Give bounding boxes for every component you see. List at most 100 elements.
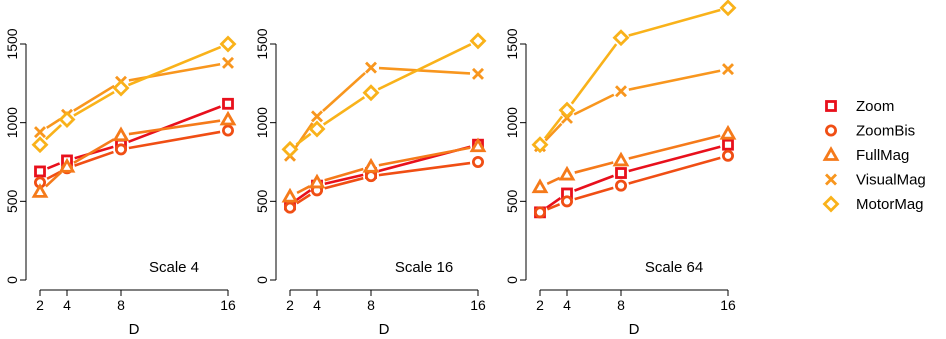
series-line-segment bbox=[46, 118, 61, 129]
y-tick-label: 1000 bbox=[4, 107, 20, 138]
data-point-stroke-b bbox=[722, 63, 734, 76]
data-point bbox=[311, 110, 323, 123]
series-line-segment bbox=[546, 203, 561, 211]
series-line-segment bbox=[44, 171, 63, 188]
data-point bbox=[222, 97, 234, 110]
series-line-segment bbox=[324, 167, 364, 182]
data-point bbox=[362, 157, 380, 173]
panel-title: Scale 16 bbox=[395, 259, 453, 276]
x-tick-label: 8 bbox=[367, 297, 375, 313]
chart-panel-2: 0 500 1000 1500 2 4 8 16 D Scale 16 bbox=[254, 28, 487, 338]
data-point bbox=[612, 29, 630, 47]
series-line-segment bbox=[570, 43, 618, 105]
x-tick-label: 2 bbox=[36, 297, 44, 313]
legend-label: FullMag bbox=[856, 147, 909, 164]
data-point bbox=[722, 149, 735, 162]
data-point bbox=[719, 124, 737, 140]
series-line-segment bbox=[296, 193, 311, 205]
y-tick-label: 500 bbox=[4, 189, 20, 213]
data-point bbox=[615, 167, 627, 179]
legend: Zoom ZoomBis FullMag VisualMag MotorMag bbox=[822, 98, 926, 213]
series-line-segment bbox=[74, 145, 114, 160]
y-tick-label: 0 bbox=[504, 276, 520, 284]
series-line-segment bbox=[574, 186, 614, 201]
series-fullmag bbox=[281, 137, 487, 203]
data-point bbox=[112, 79, 130, 97]
x-tick-label: 4 bbox=[63, 297, 71, 313]
y-tick-label: 1500 bbox=[504, 28, 520, 59]
series-visualmag bbox=[284, 61, 484, 162]
data-point bbox=[308, 173, 326, 189]
series-line-segment bbox=[544, 122, 563, 142]
x-tick-label: 2 bbox=[536, 297, 544, 313]
data-point bbox=[722, 138, 734, 151]
data-point bbox=[283, 201, 296, 214]
data-point-stroke-b bbox=[34, 126, 46, 139]
data-point bbox=[365, 61, 377, 74]
data-point bbox=[281, 187, 299, 203]
data-point bbox=[561, 195, 574, 208]
series-line-segment bbox=[295, 132, 312, 146]
data-point bbox=[558, 165, 576, 181]
data-point bbox=[58, 157, 76, 173]
data-point bbox=[722, 63, 734, 76]
series-line-segment bbox=[573, 93, 615, 116]
series-line-segment bbox=[46, 162, 61, 170]
data-point bbox=[222, 56, 234, 69]
series-line-segment bbox=[295, 189, 312, 201]
series-line-segment bbox=[74, 150, 114, 167]
series-line-segment bbox=[128, 119, 221, 136]
panel-title: Scale 64 bbox=[645, 259, 703, 276]
series-line-segment bbox=[324, 176, 364, 190]
legend-marker-zoombis bbox=[825, 124, 838, 137]
legend-marker-visualmag-stroke-b bbox=[825, 173, 837, 186]
data-point bbox=[34, 165, 46, 178]
x-tick-label: 4 bbox=[563, 297, 571, 313]
series-zoombis bbox=[283, 155, 484, 214]
data-point bbox=[58, 111, 76, 128]
data-point bbox=[362, 84, 380, 102]
chart-panel-1: 0 500 1000 1500 2 4 8 16 D Scale 4 bbox=[4, 28, 237, 338]
data-point bbox=[558, 101, 576, 119]
data-point bbox=[531, 178, 549, 194]
data-point bbox=[221, 124, 234, 137]
series-line-segment bbox=[322, 96, 366, 126]
series-line-segment bbox=[628, 145, 721, 173]
data-point bbox=[615, 179, 628, 192]
data-point bbox=[472, 67, 484, 80]
data-point bbox=[219, 110, 237, 126]
series-line-segment bbox=[378, 66, 471, 75]
data-point bbox=[308, 120, 326, 138]
series-line-segment bbox=[128, 105, 221, 144]
data-point bbox=[31, 183, 49, 198]
series-line-segment bbox=[128, 130, 221, 150]
series-line-segment bbox=[628, 69, 721, 91]
x-tick-label: 8 bbox=[617, 297, 625, 313]
series-line-segment bbox=[296, 185, 311, 195]
x-axis-label: D bbox=[129, 321, 140, 338]
series-line-segment bbox=[378, 161, 471, 177]
series-zoombis bbox=[534, 149, 735, 219]
series-line-segment bbox=[44, 124, 63, 141]
data-point-stroke-b bbox=[222, 56, 234, 69]
series-line-segment bbox=[628, 156, 721, 185]
series-fullmag bbox=[531, 124, 737, 194]
y-tick-label: 0 bbox=[254, 276, 270, 284]
y-tick-label: 1500 bbox=[4, 28, 20, 59]
series-line-segment bbox=[322, 71, 366, 112]
data-point-stroke-b bbox=[615, 85, 627, 98]
legend-marker-fullmag bbox=[822, 146, 840, 161]
series-fullmag bbox=[31, 110, 237, 198]
y-tick-label: 0 bbox=[4, 276, 20, 284]
data-point-stroke-b bbox=[365, 61, 377, 74]
data-point bbox=[531, 136, 549, 154]
series-line-segment bbox=[628, 8, 721, 37]
data-point bbox=[34, 126, 46, 139]
series-motormag bbox=[281, 32, 487, 158]
x-tick-label: 4 bbox=[313, 297, 321, 313]
data-point bbox=[719, 0, 737, 17]
series-line-segment bbox=[73, 138, 115, 164]
series-line-segment bbox=[73, 90, 115, 117]
series-line-segment bbox=[545, 196, 562, 209]
